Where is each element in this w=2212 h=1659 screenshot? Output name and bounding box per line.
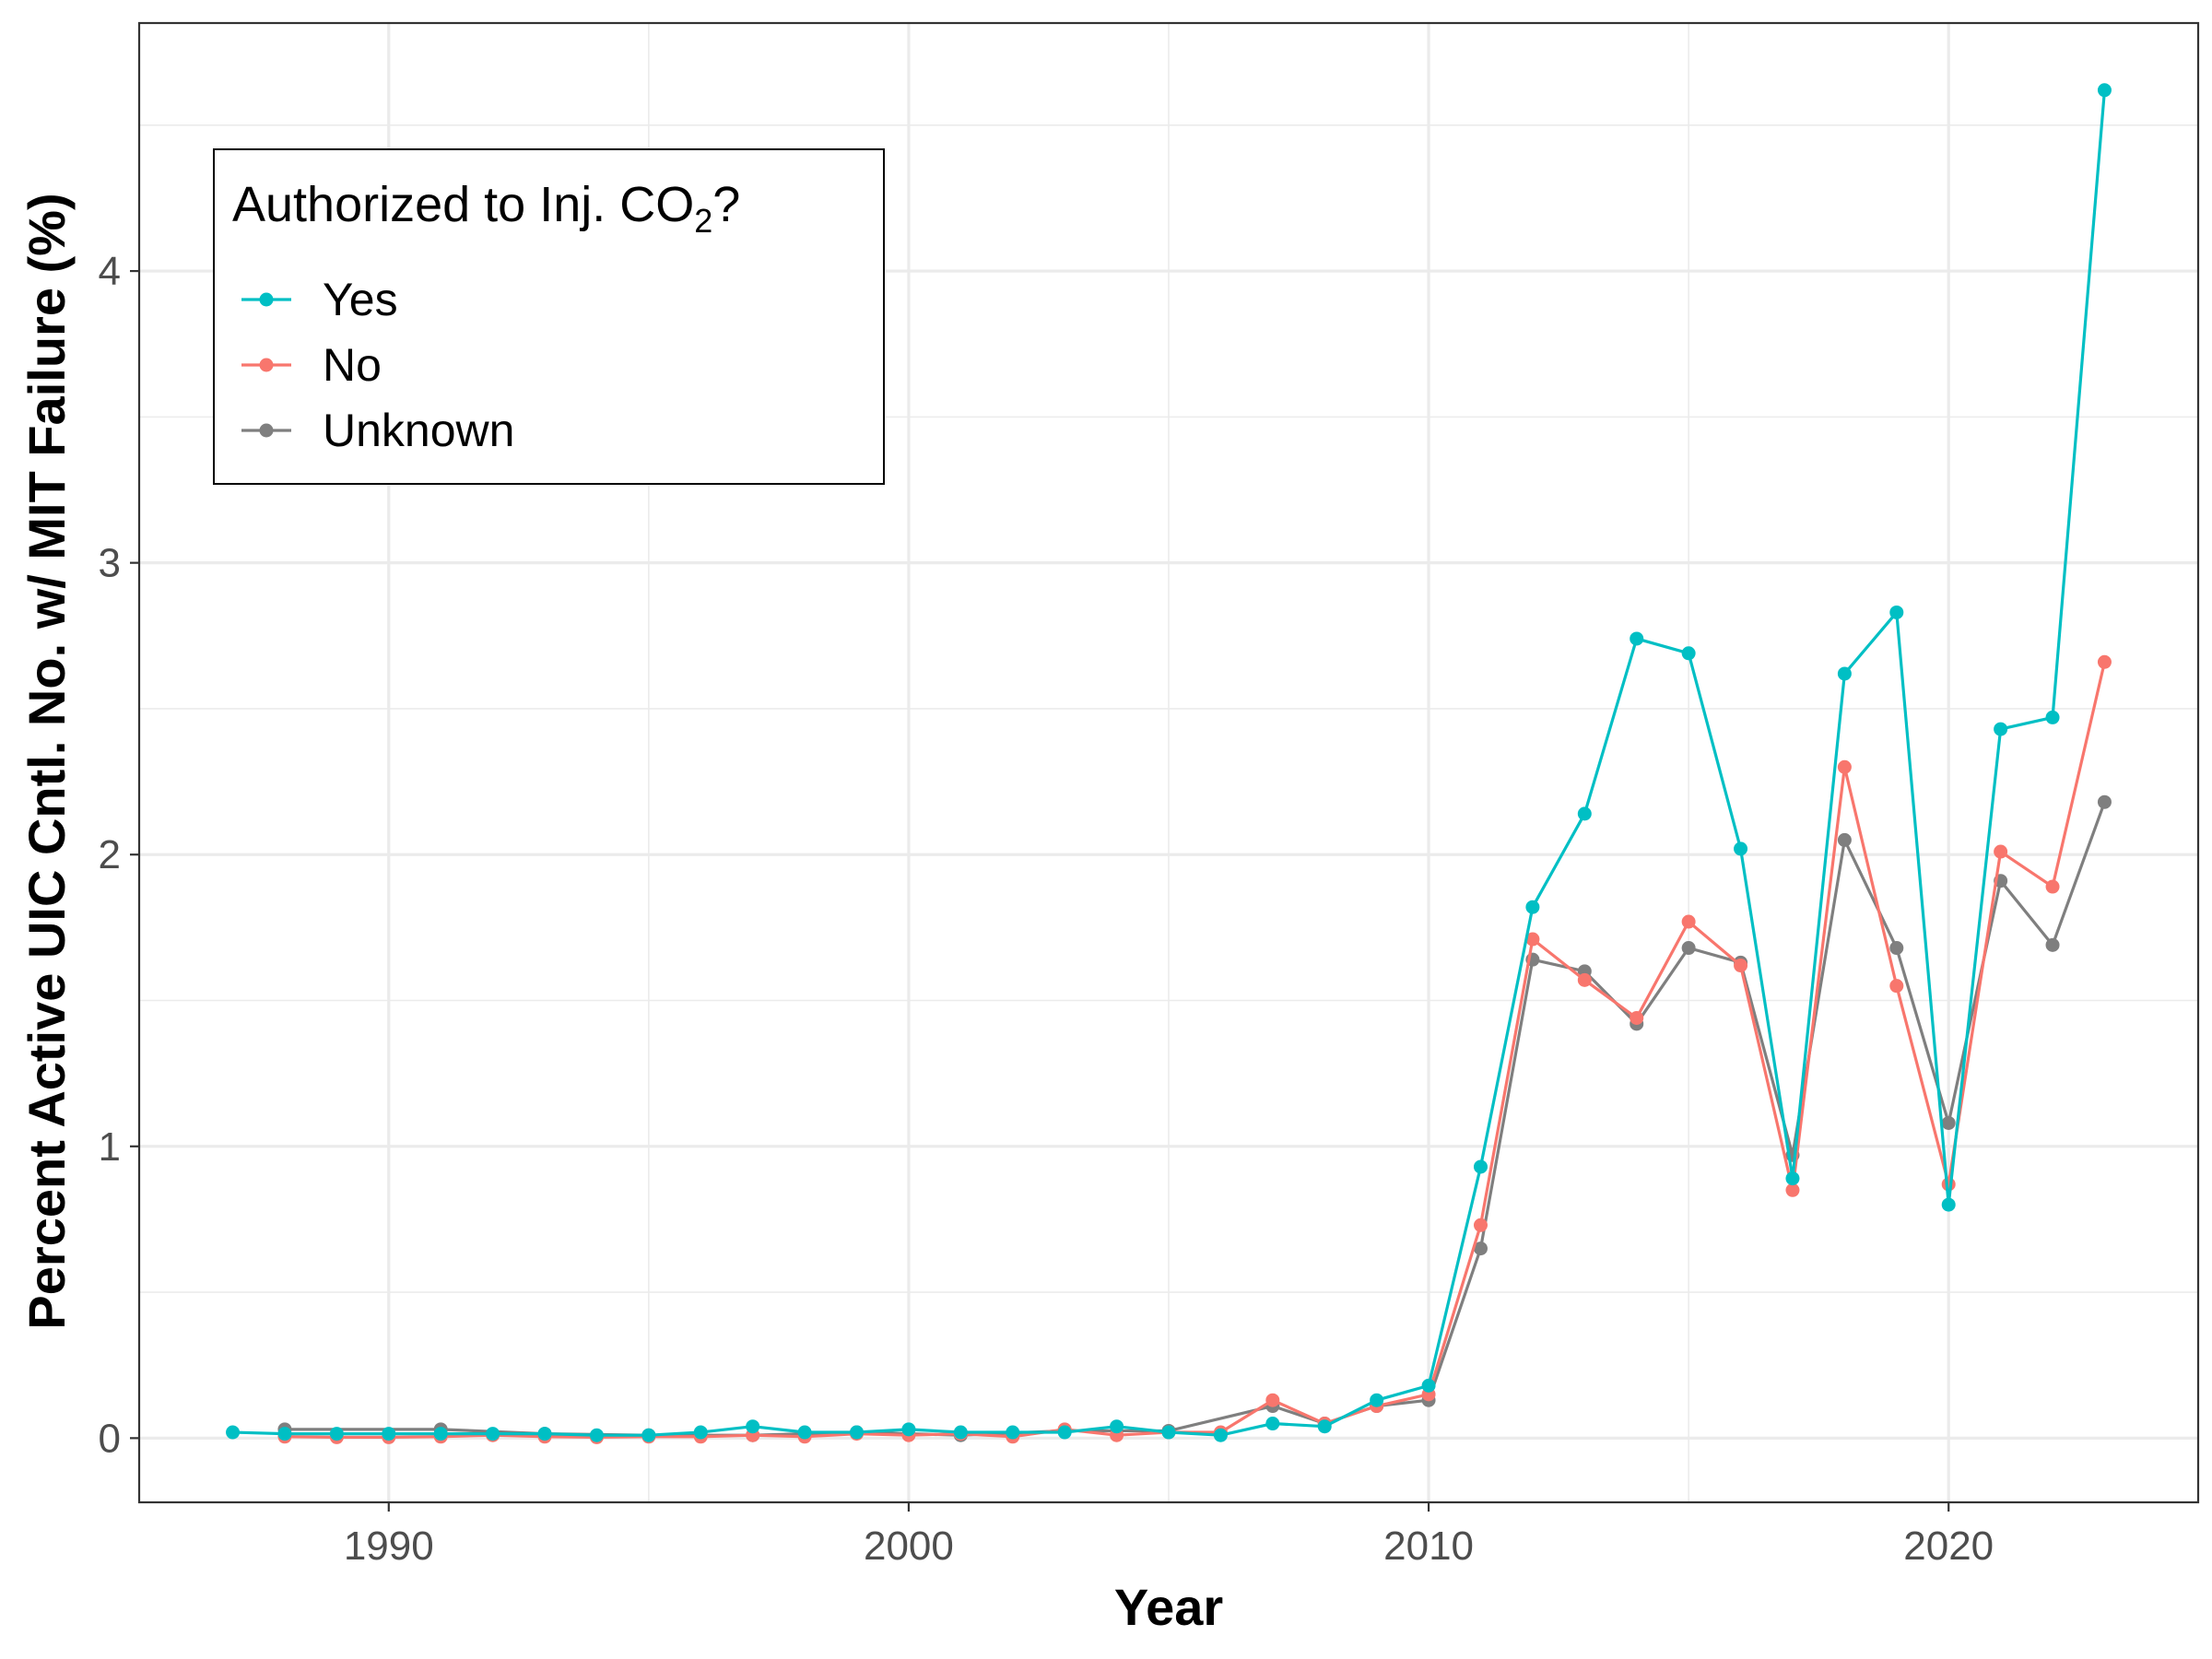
y-tick-label: 2 — [99, 832, 121, 877]
y-tick-label: 0 — [99, 1416, 121, 1461]
legend-key-point — [259, 358, 274, 372]
data-point-no — [1734, 959, 1748, 973]
data-point-yes — [1577, 806, 1592, 821]
data-point-unknown — [1941, 1115, 1956, 1130]
data-point-yes — [2097, 83, 2112, 98]
data-point-yes — [382, 1427, 396, 1441]
data-point-yes — [953, 1425, 968, 1440]
data-point-yes — [1734, 841, 1748, 856]
data-point-yes — [1110, 1419, 1124, 1434]
legend-key-point — [259, 292, 274, 307]
legend-key-point — [259, 423, 274, 438]
data-point-no — [1889, 979, 1904, 994]
x-axis: 1990 2000 2010 2020 — [344, 1502, 1994, 1569]
legend-title: Authorized to Inj. CO2? — [232, 177, 740, 240]
x-tick-label: 2020 — [1903, 1524, 1994, 1569]
data-point-yes — [537, 1427, 552, 1441]
data-point-yes — [329, 1427, 344, 1441]
data-point-no — [1473, 1218, 1488, 1232]
data-point-yes — [277, 1427, 292, 1441]
data-point-yes — [746, 1419, 760, 1434]
legend-title-end: ? — [712, 177, 740, 232]
legend: Authorized to Inj. CO2? Yes No Unknown — [213, 148, 885, 485]
data-point-no — [2097, 654, 2112, 669]
legend-title-subscript: 2 — [694, 202, 712, 240]
data-point-yes — [1317, 1419, 1332, 1434]
data-point-yes — [1630, 631, 1644, 646]
legend-label: No — [323, 339, 382, 391]
data-point-no — [1577, 972, 1592, 987]
data-point-unknown — [2045, 937, 2060, 952]
data-point-unknown — [1837, 832, 1852, 847]
major-gridlines — [139, 23, 2198, 1502]
data-point-no — [2045, 879, 2060, 894]
data-point-no — [1681, 914, 1696, 929]
x-tick-label: 2010 — [1383, 1524, 1474, 1569]
legend-label: Yes — [323, 274, 398, 325]
y-axis-title: Percent Active UIC Cntl. No. w/ MIT Fail… — [18, 193, 76, 1329]
data-point-no — [1265, 1393, 1280, 1407]
data-point-yes — [1681, 646, 1696, 661]
legend-entry-yes: Yes — [241, 274, 398, 325]
legend-entries: Yes No Unknown — [241, 274, 514, 456]
data-point-yes — [901, 1422, 916, 1437]
legend-box — [213, 148, 885, 485]
data-point-yes — [1994, 722, 2008, 736]
y-tick-label: 3 — [99, 541, 121, 586]
legend-entry-no: No — [241, 339, 382, 391]
data-point-yes — [1006, 1425, 1020, 1440]
y-tick-label: 1 — [99, 1124, 121, 1170]
data-point-no — [1630, 1010, 1644, 1025]
data-point-yes — [693, 1425, 708, 1440]
data-point-yes — [1941, 1197, 1956, 1212]
series-yes — [226, 83, 2112, 1442]
plot-border — [137, 21, 2200, 1504]
data-point-yes — [433, 1427, 448, 1441]
data-point-yes — [589, 1428, 604, 1442]
data-point-yes — [226, 1425, 241, 1440]
data-point-yes — [641, 1428, 656, 1442]
data-point-yes — [1837, 666, 1852, 681]
data-point-no — [1837, 759, 1852, 774]
data-point-yes — [1057, 1425, 1072, 1440]
y-tick-label: 4 — [99, 249, 121, 294]
data-point-yes — [1370, 1393, 1384, 1407]
data-point-yes — [797, 1425, 812, 1440]
data-point-unknown — [1889, 941, 1904, 956]
data-point-yes — [1889, 605, 1904, 619]
data-point-unknown — [2097, 794, 2112, 809]
legend-title-main: Authorized to Inj. CO — [232, 177, 694, 232]
data-point-yes — [1213, 1428, 1228, 1442]
data-point-unknown — [1473, 1241, 1488, 1256]
x-tick-label: 1990 — [344, 1524, 434, 1569]
x-tick-label: 2000 — [864, 1524, 954, 1569]
data-point-yes — [1785, 1171, 1800, 1186]
data-point-no — [1525, 932, 1540, 947]
y-axis: 0 1 2 3 4 — [99, 249, 139, 1461]
data-point-no — [1994, 844, 2008, 859]
minor-gridlines — [139, 23, 2198, 1502]
data-point-yes — [1525, 900, 1540, 914]
data-point-yes — [2045, 710, 2060, 724]
data-point-unknown — [1681, 941, 1696, 956]
data-point-yes — [1421, 1378, 1436, 1393]
data-point-yes — [1161, 1425, 1176, 1440]
series-layer — [226, 83, 2112, 1444]
legend-label: Unknown — [323, 405, 514, 456]
data-point-yes — [1265, 1417, 1280, 1431]
x-axis-title: Year — [1114, 1578, 1223, 1636]
data-point-no — [1785, 1182, 1800, 1197]
legend-entry-unknown: Unknown — [241, 405, 514, 456]
data-point-yes — [486, 1427, 500, 1441]
data-point-yes — [850, 1425, 865, 1440]
data-point-yes — [1473, 1159, 1488, 1174]
